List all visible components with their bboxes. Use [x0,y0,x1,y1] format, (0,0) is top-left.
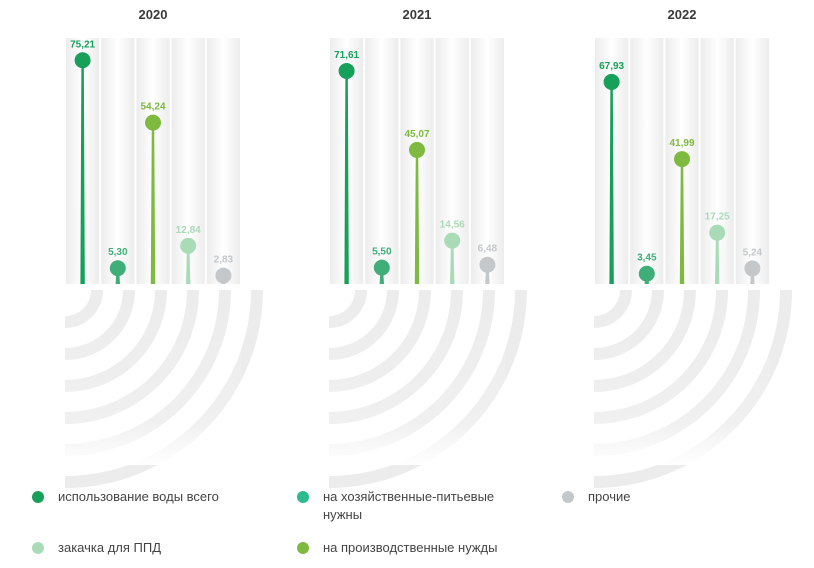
lollipop-point [674,151,690,168]
background-stripe [470,38,504,284]
data-label: 17,25 [705,212,730,223]
data-label: 54,24 [140,102,165,113]
panel-title: 2022 [668,7,697,22]
lollipop-point [338,62,355,79]
panel-2020: 2020 75,21 5,30 54,24 12,84 2,83 [64,7,263,488]
lollipop-point [215,267,232,284]
data-label: 2,83 [214,255,234,266]
lollipop-point [638,265,655,282]
panel-2021: 2021 71,61 5,50 45,07 14,56 6,48 [328,7,527,488]
background-stripe [735,38,769,284]
panel-2022: 2022 67,93 3,45 41,99 17,25 5,24 [593,7,792,488]
data-label: 45,07 [404,129,429,140]
background-stripe [206,38,240,284]
lollipop-point [444,232,461,249]
decorative-arcs [64,289,263,488]
data-label: 5,24 [743,247,763,258]
lollipop-point [744,260,761,277]
lollipop-point [180,237,197,254]
lollipop-stem [150,122,156,284]
data-label: 6,48 [478,244,498,255]
data-label: 5,30 [108,247,128,258]
lollipop-point [409,141,425,158]
panel-title: 2020 [139,7,168,22]
lollipop-stem [450,240,455,284]
lollipop-point [603,73,620,90]
data-label: 75,21 [70,39,95,50]
lollipop-point [109,260,126,277]
data-label: 41,99 [669,138,694,149]
background-stripe [365,38,399,284]
data-label: 12,84 [176,225,201,236]
arc-fade [65,290,241,465]
lollipop-stem [679,159,685,284]
lollipop-stem [186,245,191,284]
lollipop-stem [715,232,720,284]
lollipop-point [479,256,496,273]
lollipop-point [709,224,726,241]
lollipop-stem [414,149,420,284]
lollipop-stem [609,81,614,284]
lollipop-point [145,114,161,131]
lollipop-stem [344,70,349,284]
data-label: 67,93 [599,61,624,72]
decorative-arcs [328,289,527,488]
data-label: 71,61 [334,50,359,61]
data-label: 5,50 [372,247,392,258]
arc-fade [594,290,770,465]
lollipop-point [373,259,390,276]
data-label: 14,56 [440,220,465,231]
background-stripe [630,38,664,284]
arc-fade [329,290,505,465]
background-stripe [101,38,135,284]
lollipop-stem [80,60,85,285]
panel-title: 2021 [403,7,432,22]
decorative-arcs [593,289,792,488]
lollipop-point [74,52,91,69]
data-label: 3,45 [637,253,657,264]
